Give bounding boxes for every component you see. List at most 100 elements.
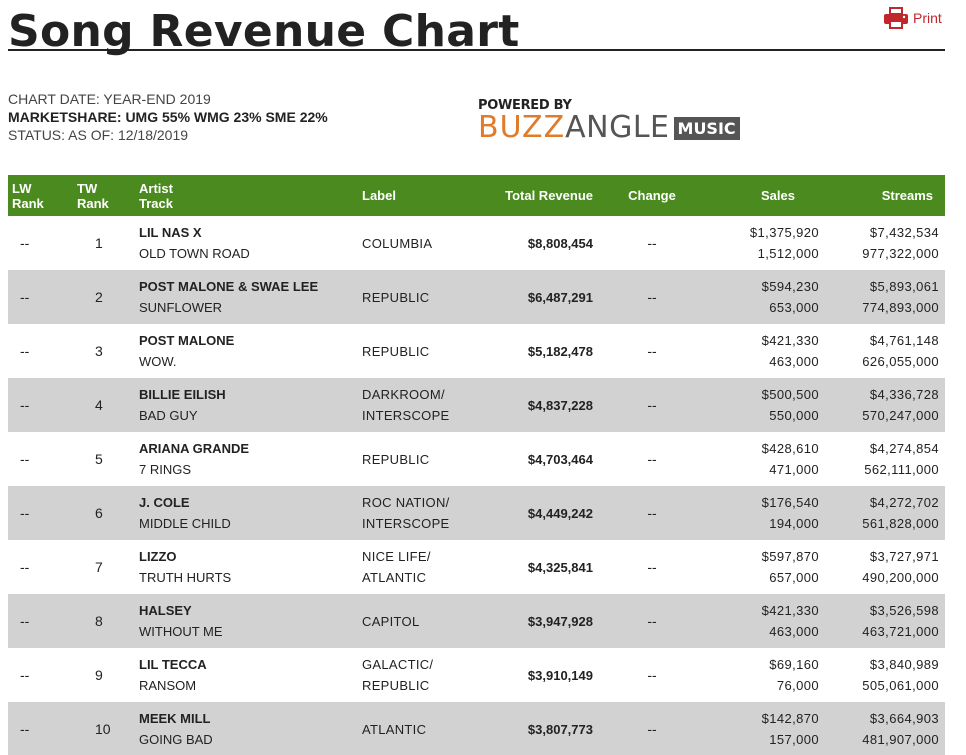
artist-name: J. COLE	[139, 495, 190, 510]
label-line-1: CAPITOL	[362, 613, 420, 629]
artist-name: POST MALONE	[139, 333, 235, 348]
header-sales: Sales	[761, 188, 795, 203]
title-divider	[8, 49, 945, 51]
artist-track-cell: POST MALONE WOW.	[135, 324, 358, 378]
logo-buzz: BUZZ	[478, 110, 566, 145]
label-line-2: INTERSCOPE	[362, 516, 450, 531]
lw-rank: --	[20, 612, 30, 629]
sales-units: 463,000	[769, 624, 819, 639]
track-name: OLD TOWN ROAD	[139, 246, 250, 261]
artist-track-cell: LIZZO TRUTH HURTS	[135, 540, 358, 594]
artist-track-cell: LIL TECCA RANSOM	[135, 648, 358, 702]
tw-rank: 10	[95, 720, 111, 737]
sales-revenue: $421,330	[761, 603, 819, 618]
lw-rank: --	[20, 720, 30, 737]
label-line-2: REPUBLIC	[362, 678, 430, 693]
artist-name: LIL TECCA	[139, 657, 207, 672]
change: --	[647, 396, 657, 413]
sales-revenue: $500,500	[761, 387, 819, 402]
streams-cell: $7,432,534 977,322,000	[823, 216, 945, 270]
streams-units: 774,893,000	[862, 300, 939, 315]
streams-revenue: $3,664,903	[869, 711, 939, 726]
track-name: BAD GUY	[139, 408, 198, 423]
total-revenue: $6,487,291	[527, 289, 593, 305]
streams-units: 505,061,000	[862, 678, 939, 693]
sales-revenue: $176,540	[761, 495, 819, 510]
artist-name: BILLIE EILISH	[139, 387, 226, 402]
streams-cell: $4,272,702 561,828,000	[823, 486, 945, 540]
change: --	[647, 612, 657, 629]
table-row: -- 9 LIL TECCA RANSOM GALACTIC/REPUBLIC $3,91…	[8, 648, 945, 702]
total-revenue: $3,807,773	[527, 721, 593, 737]
artist-name: POST MALONE & SWAE LEE	[139, 279, 319, 294]
sales-units: 550,000	[769, 408, 819, 423]
revenue-table: LW Rank TW Rank Artist Track Label Total Re…	[8, 175, 945, 755]
sales-cell: $421,330 463,000	[707, 324, 823, 378]
header-total-revenue: Total Revenue	[505, 188, 593, 203]
lw-rank: --	[20, 342, 30, 359]
total-revenue: $3,947,928	[527, 613, 593, 629]
label-line-1: ROC NATION/	[362, 495, 450, 510]
change: --	[647, 666, 657, 683]
artist-track-cell: MEEK MILL GOING BAD	[135, 702, 358, 755]
artist-track-cell: POST MALONE & SWAE LEE SUNFLOWER	[135, 270, 358, 324]
change: --	[647, 342, 657, 359]
sales-units: 1,512,000	[757, 246, 819, 261]
artist-track-cell: BILLIE EILISH BAD GUY	[135, 378, 358, 432]
streams-revenue: $3,840,989	[869, 657, 939, 672]
streams-cell: $4,336,728 570,247,000	[823, 378, 945, 432]
change: --	[647, 558, 657, 575]
label-line-1: COLUMBIA	[362, 235, 433, 251]
powered-by-text: POWERED BY	[478, 98, 572, 113]
marketshare: MARKETSHARE: UMG 55% WMG 23% SME 22%	[8, 109, 328, 125]
tw-rank: 8	[95, 612, 103, 629]
print-button[interactable]: Print	[883, 6, 942, 30]
chart-date: CHART DATE: YEAR-END 2019	[8, 91, 211, 107]
sales-units: 157,000	[769, 732, 819, 747]
change: --	[647, 504, 657, 521]
change: --	[647, 720, 657, 737]
table-row: -- 6 J. COLE MIDDLE CHILD ROC NATION/INTERSC…	[8, 486, 945, 540]
total-revenue: $4,703,464	[527, 451, 593, 467]
streams-revenue: $3,526,598	[869, 603, 939, 618]
sales-units: 471,000	[769, 462, 819, 477]
label-cell: REPUBLIC	[358, 270, 483, 324]
tw-rank: 7	[95, 558, 103, 575]
sales-cell: $1,375,920 1,512,000	[707, 216, 823, 270]
sales-cell: $500,500 550,000	[707, 378, 823, 432]
streams-units: 977,322,000	[862, 246, 939, 261]
lw-rank: --	[20, 288, 30, 305]
table-row: -- 7 LIZZO TRUTH HURTS NICE LIFE/ATLANTIC $4,…	[8, 540, 945, 594]
total-revenue: $8,808,454	[527, 235, 593, 251]
sales-units: 76,000	[776, 678, 819, 693]
table-row: -- 5 ARIANA GRANDE 7 RINGS REPUBLIC $4,703,46…	[8, 432, 945, 486]
total-revenue: $3,910,149	[527, 667, 593, 683]
streams-cell: $3,840,989 505,061,000	[823, 648, 945, 702]
streams-units: 562,111,000	[864, 462, 939, 477]
lw-rank: --	[20, 234, 30, 251]
change: --	[647, 450, 657, 467]
sales-revenue: $142,870	[761, 711, 819, 726]
artist-name: ARIANA GRANDE	[139, 441, 250, 456]
table-row: -- 8 HALSEY WITHOUT ME CAPITOL $3,947,928 -- $4…	[8, 594, 945, 648]
track-name: TRUTH HURTS	[139, 570, 232, 585]
tw-rank: 2	[95, 288, 103, 305]
artist-name: HALSEY	[139, 603, 192, 618]
label-line-1: REPUBLIC	[362, 289, 430, 305]
total-revenue: $4,449,242	[527, 505, 593, 521]
tw-rank: 1	[95, 234, 103, 251]
sales-cell: $594,230 653,000	[707, 270, 823, 324]
streams-units: 490,200,000	[862, 570, 939, 585]
table-row: -- 1 LIL NAS X OLD TOWN ROAD COLUMBIA $8,808,…	[8, 216, 945, 270]
table-row: -- 4 BILLIE EILISH BAD GUY DARKROOM/INTERSCO…	[8, 378, 945, 432]
label-cell: COLUMBIA	[358, 216, 483, 270]
total-revenue: $5,182,478	[527, 343, 593, 359]
artist-track-cell: LIL NAS X OLD TOWN ROAD	[135, 216, 358, 270]
streams-units: 626,055,000	[862, 354, 939, 369]
label-cell: CAPITOL	[358, 594, 483, 648]
header-tw-rank: TW Rank	[77, 180, 109, 211]
streams-revenue: $3,727,971	[869, 549, 939, 564]
label-cell: DARKROOM/INTERSCOPE	[358, 378, 483, 432]
lw-rank: --	[20, 396, 30, 413]
label-line-1: ATLANTIC	[362, 721, 427, 737]
